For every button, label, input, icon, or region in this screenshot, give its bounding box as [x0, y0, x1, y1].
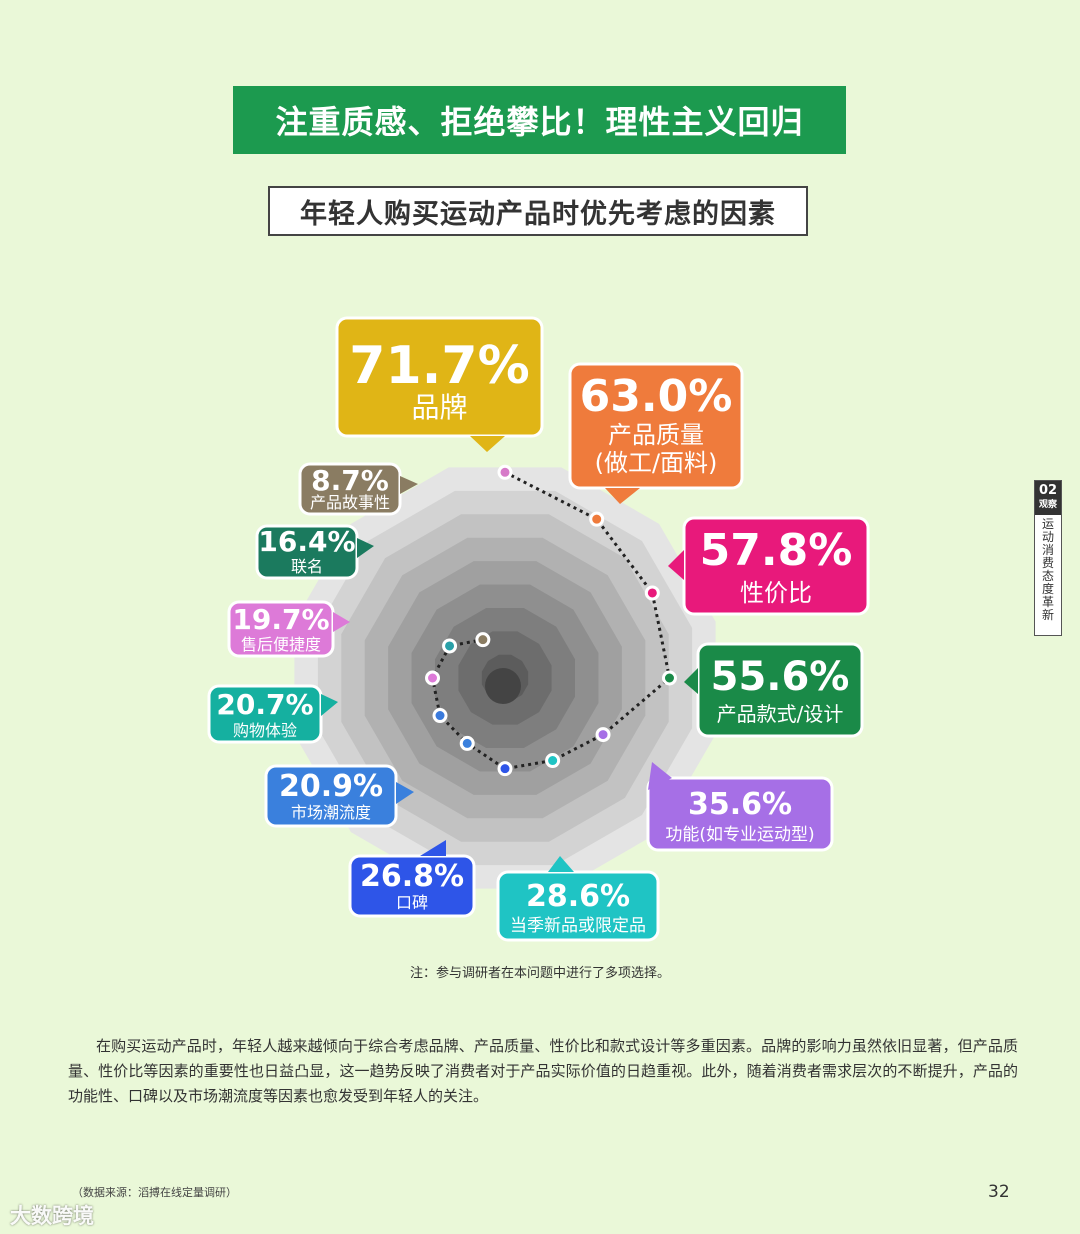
- callout-value: 71.7%: [349, 336, 529, 396]
- data-point: [545, 753, 561, 769]
- data-point: [425, 670, 441, 686]
- callout-6: 28.6%当季新品或限定品: [496, 856, 660, 942]
- callout-pointer: [605, 488, 640, 504]
- page-banner: 注重质感、拒绝攀比！理性主义回归: [233, 86, 846, 154]
- data-point: [644, 585, 660, 601]
- callout-value: 55.6%: [711, 654, 850, 700]
- callout-pointer: [396, 782, 414, 804]
- callout-1: 71.7%品牌: [335, 316, 544, 452]
- page-number: 32: [988, 1182, 1010, 1202]
- callout-value: 20.9%: [279, 769, 383, 804]
- callout-pointer: [333, 612, 350, 632]
- callout-box: [496, 870, 660, 942]
- callout-value: 57.8%: [700, 525, 853, 576]
- callout-label: 产品故事性: [310, 493, 390, 512]
- data-point: [497, 761, 513, 777]
- section-number: 02 观察: [1035, 481, 1061, 515]
- callout-label: 功能(如专业运动型): [665, 825, 814, 845]
- data-point: [475, 632, 491, 648]
- section-tab: 02 观察 运动消费态度革新: [1034, 480, 1062, 636]
- callout-pointer: [684, 668, 698, 694]
- callout-label: 产品质量: [608, 421, 704, 449]
- callout-value: 16.4%: [258, 525, 355, 558]
- callout-box: [335, 316, 544, 438]
- callout-pointer: [470, 436, 505, 452]
- radar-rings: [294, 467, 716, 889]
- section-name: 运动消费态度革新: [1041, 517, 1054, 622]
- callout-value: 19.7%: [232, 603, 329, 636]
- callout-label: 联名: [291, 557, 323, 576]
- data-point: [497, 464, 513, 480]
- callout-label: 产品款式/设计: [717, 702, 844, 726]
- callout-label: (做工/面料): [595, 449, 718, 477]
- data-point: [459, 735, 475, 751]
- callouts: 71.7%品牌 63.0%产品质量(做工/面料)57.8%性价比55.6%产品款式…: [207, 316, 870, 942]
- callout-pointer: [668, 550, 684, 580]
- callout-value: 35.6%: [688, 787, 792, 822]
- callout-pointer: [357, 538, 374, 558]
- callout-value: 20.7%: [216, 688, 313, 721]
- callout-box: [568, 362, 744, 490]
- data-point: [589, 511, 605, 527]
- callout-pointer: [400, 476, 418, 494]
- callout-10: 19.7%售后便捷度: [227, 600, 350, 658]
- callout-7: 26.8%口碑: [348, 840, 476, 918]
- data-point: [432, 708, 448, 724]
- chart-title: 年轻人购买运动产品时优先考虑的因素: [268, 186, 808, 236]
- callout-4: 55.6%产品款式/设计: [684, 642, 864, 738]
- callout-value: 8.7%: [311, 464, 389, 497]
- callout-5: 35.6% 功能(如专业运动型): [646, 762, 834, 852]
- radar-center: [485, 668, 521, 704]
- callout-box: [348, 854, 476, 918]
- callout-9: 20.7%购物体验: [207, 684, 338, 744]
- callout-pointer: [321, 694, 338, 716]
- callout-2: 63.0%产品质量(做工/面料): [568, 362, 744, 504]
- callout-pointer: [548, 856, 574, 872]
- callout-3: 57.8% 性价比: [668, 516, 870, 616]
- callout-label: 口碑: [396, 893, 428, 912]
- data-point: [595, 727, 611, 743]
- callout-label: 品牌: [411, 391, 467, 424]
- callout-box: [646, 776, 834, 852]
- callout-label: 购物体验: [233, 721, 297, 740]
- data-points: [425, 464, 677, 777]
- data-source: （数据来源：滔搏在线定量调研）: [72, 1186, 237, 1199]
- callout-label: 当季新品或限定品: [510, 916, 646, 936]
- radar-chart: 71.7%品牌 63.0%产品质量(做工/面料)57.8%性价比55.6%产品款式…: [207, 316, 870, 942]
- callout-value: 28.6%: [526, 879, 630, 914]
- callout-value: 26.8%: [360, 859, 464, 894]
- callout-label: 售后便捷度: [241, 635, 321, 654]
- callout-8: 20.9%市场潮流度: [264, 764, 414, 828]
- body-paragraph: 在购买运动产品时，年轻人越来越倾向于综合考虑品牌、产品质量、性价比和款式设计等多…: [68, 1037, 1018, 1105]
- callout-label: 性价比: [740, 579, 812, 607]
- chart-note: 注：参与调研者在本问题中进行了多项选择。: [409, 966, 670, 981]
- callout-11: 16.4%联名: [255, 524, 374, 580]
- data-point: [661, 670, 677, 686]
- callout-pointer: [648, 762, 672, 790]
- callout-pointer: [420, 840, 446, 856]
- data-point: [442, 638, 458, 654]
- callout-label: 市场潮流度: [291, 803, 371, 822]
- callout-12: 8.7%产品故事性: [298, 462, 418, 516]
- callout-value: 63.0%: [580, 371, 733, 422]
- watermark: 大数跨境: [10, 1204, 94, 1228]
